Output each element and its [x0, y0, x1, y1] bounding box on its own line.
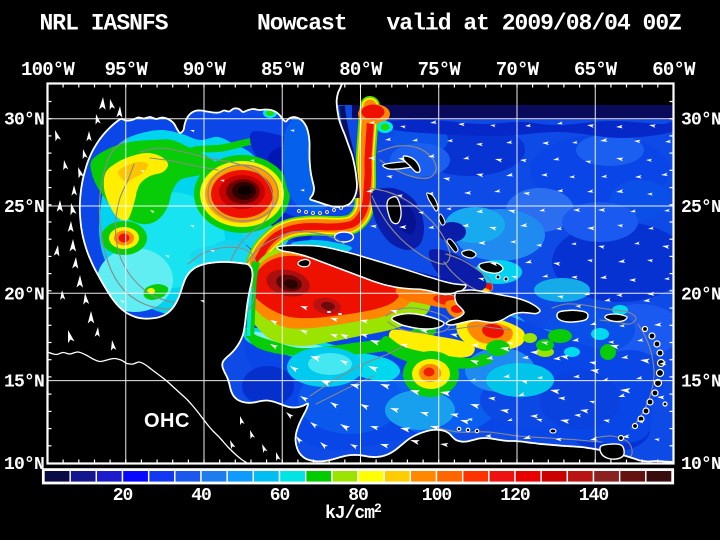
svg-text:80: 80 [348, 486, 368, 506]
svg-text:20: 20 [113, 486, 133, 506]
svg-text:15°N: 15°N [681, 373, 720, 393]
svg-text:100: 100 [422, 486, 452, 506]
svg-text:60°W: 60°W [652, 59, 696, 81]
svg-text:65°W: 65°W [574, 59, 618, 81]
svg-text:OHC: OHC [144, 410, 190, 432]
svg-text:85°W: 85°W [261, 59, 305, 81]
svg-text:90°W: 90°W [183, 59, 227, 81]
svg-text:10°N: 10°N [681, 455, 720, 475]
svg-text:75°W: 75°W [418, 59, 462, 81]
svg-text:40: 40 [191, 486, 211, 506]
svg-text:kJ/cm2: kJ/cm2 [325, 501, 382, 524]
svg-text:15°N: 15°N [4, 373, 44, 393]
svg-text:10°N: 10°N [4, 455, 44, 475]
svg-text:20°N: 20°N [4, 285, 44, 305]
svg-text:Nowcast: Nowcast [257, 11, 347, 37]
svg-text:valid at 2009/08/04 00Z: valid at 2009/08/04 00Z [387, 11, 682, 37]
svg-text:95°W: 95°W [105, 59, 149, 81]
svg-text:70°W: 70°W [496, 59, 540, 81]
svg-text:20°N: 20°N [681, 285, 720, 305]
svg-text:30°N: 30°N [4, 111, 44, 131]
svg-text:100°W: 100°W [21, 59, 75, 81]
svg-text:30°N: 30°N [681, 111, 720, 131]
svg-text:140: 140 [579, 486, 609, 506]
svg-text:60: 60 [270, 486, 290, 506]
svg-text:25°N: 25°N [681, 198, 720, 218]
svg-text:NRL IASNFS: NRL IASNFS [40, 11, 169, 37]
svg-text:25°N: 25°N [4, 198, 44, 218]
svg-text:80°W: 80°W [339, 59, 383, 81]
svg-text:120: 120 [500, 486, 530, 506]
